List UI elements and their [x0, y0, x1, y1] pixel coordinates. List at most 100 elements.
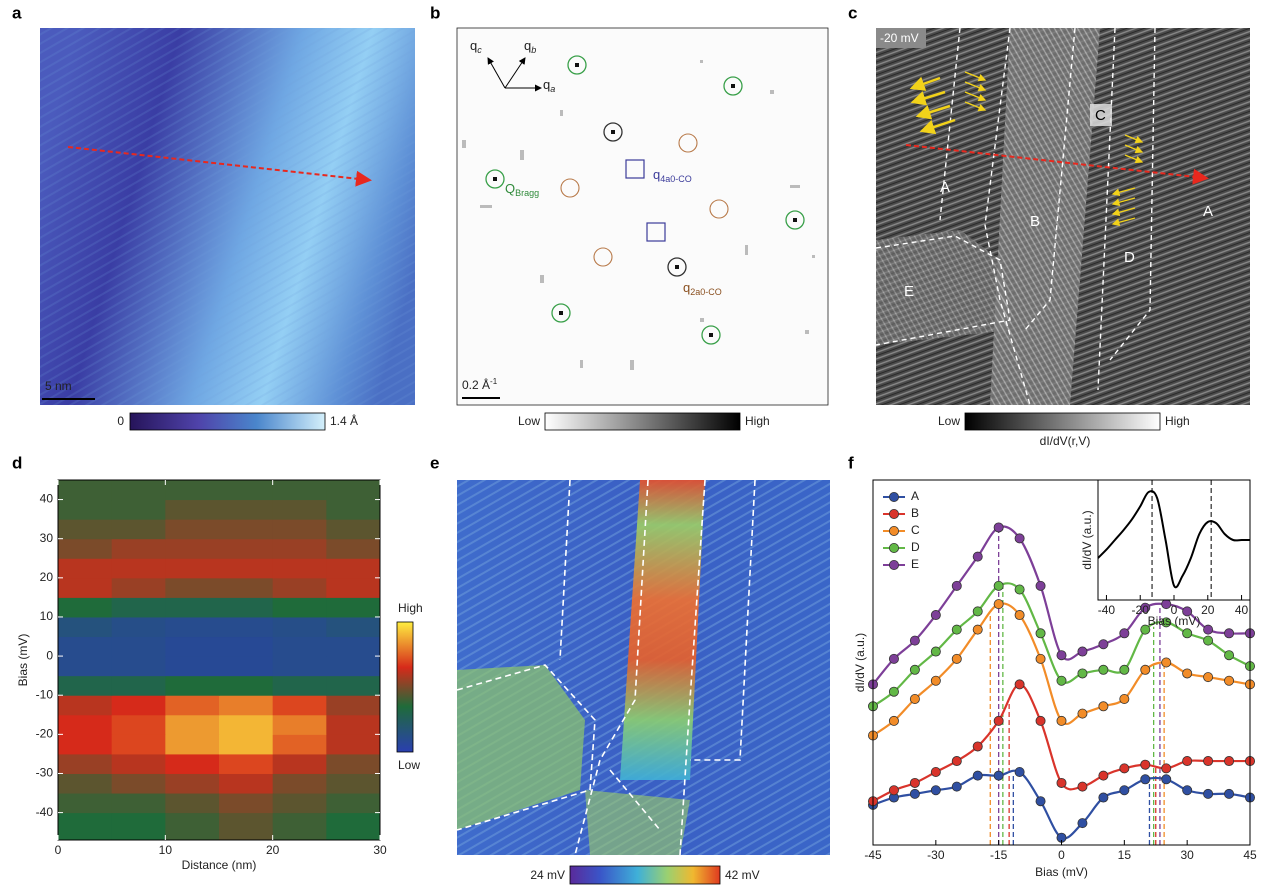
heatmap-cell [326, 753, 381, 774]
series-marker [1014, 679, 1025, 690]
colorbar [544, 412, 741, 431]
heatmap-cell [272, 812, 327, 841]
series-marker [1119, 628, 1130, 639]
series-marker [951, 580, 962, 591]
x-tick-label: -45 [864, 848, 882, 862]
series-marker [1224, 628, 1235, 639]
series-marker [1182, 785, 1193, 796]
heatmap-cell [272, 577, 327, 598]
heatmap-cell [272, 519, 327, 540]
heatmap-cell [111, 675, 166, 696]
heatmap-cell [219, 538, 274, 559]
series-marker [972, 551, 983, 562]
series-marker [1203, 635, 1214, 646]
series-marker [1224, 756, 1235, 767]
heatmap-cell [219, 812, 274, 841]
domain-e [876, 230, 1010, 345]
y-tick-label: -10 [36, 687, 54, 701]
series-marker [888, 653, 899, 664]
series-marker [1140, 759, 1151, 770]
charts: 0 10 20 30 -40 -30 -20 -10 0 10 20 30 40 Distance (nm… [16, 479, 1257, 879]
series-marker [1035, 580, 1046, 591]
y-tick-label: 20 [40, 570, 54, 584]
series-marker [1224, 650, 1235, 661]
domain-e-region [457, 665, 585, 830]
heatmap-cell [165, 812, 220, 841]
colorbar-max: 1.4 Å [330, 413, 358, 428]
y-axis-label: dI/dV (a.u.) [1080, 510, 1094, 569]
heatmap-cell [272, 734, 327, 755]
series-marker [1203, 788, 1214, 799]
heatmap-cell [272, 480, 327, 501]
x-tick-label: -30 [927, 848, 945, 862]
heatmap-cell [111, 597, 166, 618]
series-marker [1035, 796, 1046, 807]
series-marker [993, 522, 1004, 533]
colorbar [129, 412, 326, 431]
q4-label: q4a0-CO [653, 167, 692, 184]
heatmap-cell [58, 773, 113, 794]
x-tick-label: 40 [1235, 603, 1249, 617]
heatmap-cell [165, 636, 220, 657]
axis-label: qc [470, 38, 482, 55]
colorbar-high: High [745, 414, 770, 428]
colorbar-label: dI/dV(r,V) [1040, 434, 1091, 448]
x-tick-label: -15 [990, 848, 1008, 862]
series-marker [993, 770, 1004, 781]
heatmap-cell [111, 753, 166, 774]
series-marker [993, 580, 1004, 591]
domain-b [990, 28, 1100, 405]
heatmap-cell [219, 519, 274, 540]
heatmap-cell [272, 753, 327, 774]
y-axis-label: Bias (mV) [16, 634, 30, 687]
domain-walls [456, 479, 756, 856]
heatmap-cell [58, 812, 113, 841]
label-sub: c [477, 45, 482, 55]
series-marker [888, 686, 899, 697]
legend-label: B [911, 506, 919, 520]
series-marker [930, 785, 941, 796]
colorbar [964, 412, 1161, 431]
legend-label: D [911, 540, 920, 554]
series-marker [1203, 756, 1214, 767]
series-marker [1140, 624, 1151, 635]
heatmap-cell [326, 597, 381, 618]
heatmap-cell [326, 734, 381, 755]
heatmap-cell [58, 753, 113, 774]
series-marker [888, 785, 899, 796]
domain-label: A [940, 179, 950, 196]
axis-label: qb [524, 38, 536, 55]
heatmap-cell [165, 714, 220, 735]
x-tick-label: 20 [266, 843, 280, 857]
heatmap-cell [326, 480, 381, 501]
heatmap-cell [165, 656, 220, 677]
linecut-arrow [905, 144, 1209, 185]
lattice-texture [40, 28, 415, 405]
series-marker [951, 781, 962, 792]
heatmap-cell [111, 636, 166, 657]
series-line [1097, 490, 1250, 589]
heatmap-cell [165, 558, 220, 579]
series-marker [1014, 533, 1025, 544]
heatmap-cell [58, 577, 113, 598]
series-marker [1077, 781, 1088, 792]
series-marker [1140, 664, 1151, 675]
legend-label: E [911, 557, 919, 571]
y-axis-label: dI/dV (a.u.) [853, 633, 867, 692]
heatmap-cell [111, 695, 166, 716]
heatmap-cell [272, 636, 327, 657]
series-marker [1161, 617, 1172, 628]
label-base: q [683, 280, 690, 295]
bias-label: -20 mV [880, 31, 919, 45]
heatmap-cell [58, 480, 113, 501]
series-marker [1140, 774, 1151, 785]
heatmap-cell [272, 793, 327, 814]
label-base: q [653, 167, 660, 182]
heatmap-cell [111, 773, 166, 794]
series-marker [930, 675, 941, 686]
heatmap-cell [111, 714, 166, 735]
series-marker [1077, 818, 1088, 829]
series-marker [1014, 584, 1025, 595]
heatmap-cell [326, 793, 381, 814]
series-marker [1119, 664, 1130, 675]
